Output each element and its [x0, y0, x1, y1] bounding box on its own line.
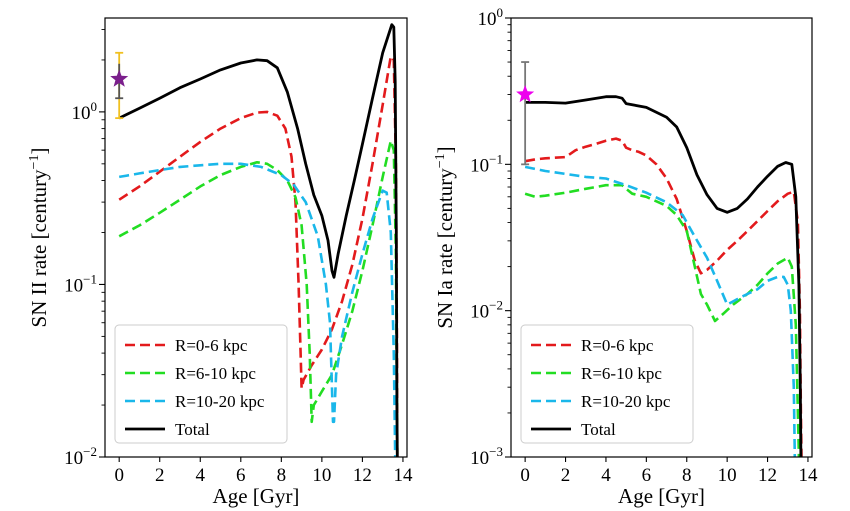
y-tick-exponent: 0	[497, 5, 504, 20]
y-tick-base: 10	[470, 302, 489, 323]
x-axis-label: Age [Gyr]	[618, 484, 705, 508]
y-tick-base: 10	[72, 103, 91, 124]
y-axis-label: SN Ia rate [century−1]	[433, 146, 457, 328]
observation-point	[110, 51, 129, 120]
x-tick-label: 12	[758, 465, 777, 486]
axes-frame	[104, 17, 408, 458]
legend: R=0-6 kpc R=6-10 kpc R=10-20 kpc Total	[114, 324, 288, 444]
series-group	[524, 95, 803, 457]
x-tick-label: 6	[642, 465, 652, 486]
x-axis-label: Age [Gyr]	[213, 484, 300, 508]
y-tick-label: 10−2	[470, 298, 503, 323]
legend-label: Total	[581, 420, 616, 439]
x-tick-label: 12	[353, 465, 372, 486]
x-tick-label: 2	[155, 465, 165, 486]
legend-label: R=10-20 kpc	[581, 392, 671, 411]
x-tick-label: 2	[561, 465, 571, 486]
y-tick-label: 100	[72, 99, 98, 124]
y-axis-label: SN II rate [century−1]	[27, 148, 51, 328]
y-tick-label: 10−3	[470, 444, 503, 469]
x-tick-label: 8	[277, 465, 287, 486]
y-tick-base: 10	[470, 448, 489, 469]
series-line-r-6-10-kpc	[524, 183, 801, 457]
y-tick-label: 10−1	[64, 271, 97, 296]
series-line-r-10-20-kpc	[524, 165, 797, 457]
legend-label: R=0-6 kpc	[175, 336, 248, 355]
axes-frame	[510, 17, 813, 458]
legend-box	[114, 324, 288, 444]
legend: R=0-6 kpc R=6-10 kpc R=10-20 kpc Total	[520, 324, 694, 444]
y-tick-exponent: −1	[83, 271, 97, 286]
y-axis-label-close: ]	[27, 148, 51, 155]
series-line-total	[118, 23, 399, 457]
series-line-r-0-6-kpc	[118, 55, 399, 457]
y-tick-label: 10−2	[64, 444, 97, 469]
legend-label: R=0-6 kpc	[581, 336, 654, 355]
star-marker	[110, 69, 129, 87]
x-tick-label: 8	[682, 465, 692, 486]
x-tick-label: 10	[718, 465, 737, 486]
y-tick-exponent: −2	[83, 444, 97, 459]
series-line-total	[525, 95, 803, 457]
x-tick-label: 4	[196, 465, 206, 486]
x-tick-label: 0	[520, 465, 530, 486]
y-tick-exponent: 0	[91, 99, 98, 114]
y-axis-label-close: ]	[433, 146, 457, 153]
legend-label: R=6-10 kpc	[175, 364, 256, 383]
y-tick-label: 100	[478, 5, 504, 30]
y-axis-label-base: SN Ia rate [century	[433, 168, 457, 329]
legend-label: Total	[175, 420, 210, 439]
y-tick-base: 10	[64, 448, 83, 469]
series-line-r-6-10-kpc	[118, 139, 399, 457]
legend-label: R=6-10 kpc	[581, 364, 662, 383]
x-tick-label: 10	[312, 465, 331, 486]
y-tick-exponent: −2	[489, 298, 503, 313]
y-tick-base: 10	[64, 275, 83, 296]
y-axis-label-exponent: −1	[27, 155, 42, 170]
series-line-r-10-20-kpc	[118, 162, 397, 457]
y-tick-exponent: −1	[489, 151, 503, 166]
y-tick-base: 10	[478, 9, 497, 30]
star-marker	[516, 85, 535, 103]
y-tick-base: 10	[470, 155, 489, 176]
x-tick-label: 14	[393, 465, 413, 486]
series-group	[118, 23, 399, 457]
y-tick-exponent: −3	[489, 444, 503, 459]
observation-point	[516, 61, 535, 166]
x-tick-label: 14	[798, 465, 818, 486]
x-tick-label: 4	[601, 465, 611, 486]
y-axis-label-base: SN II rate [century	[27, 169, 51, 328]
x-tick-label: 6	[236, 465, 246, 486]
legend-label: R=10-20 kpc	[175, 392, 265, 411]
y-axis-label-exponent: −1	[433, 153, 448, 168]
legend-box	[520, 324, 694, 444]
y-tick-label: 10−1	[470, 151, 503, 176]
x-tick-label: 0	[114, 465, 124, 486]
